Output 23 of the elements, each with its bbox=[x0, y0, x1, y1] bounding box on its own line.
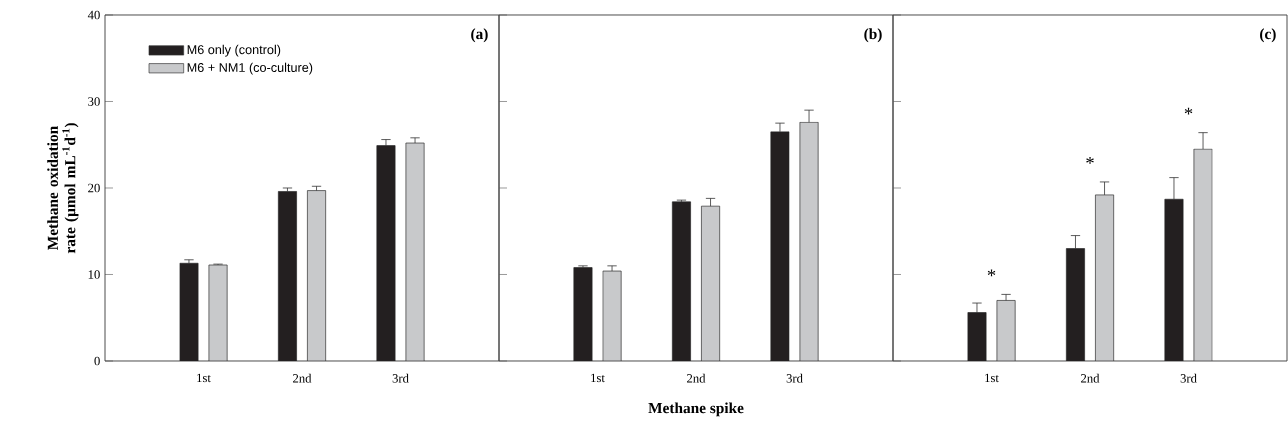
x-tick-label: 1st bbox=[591, 373, 605, 383]
x-tick-label: 3rd bbox=[392, 373, 409, 383]
text: (c) bbox=[1260, 28, 1276, 43]
y-tick-label: 30 bbox=[88, 97, 100, 106]
text: (b) bbox=[864, 28, 882, 43]
annotation: * bbox=[987, 269, 996, 277]
annotation: * bbox=[1184, 107, 1193, 115]
x-tick-label: 2nd bbox=[293, 373, 312, 383]
x-tick-label: 1st bbox=[197, 373, 211, 383]
x-tick-label: 2nd bbox=[1081, 373, 1100, 383]
text: (a) bbox=[471, 28, 488, 43]
y-tick-label: 20 bbox=[88, 183, 100, 193]
legend-label: M6 only (control) bbox=[187, 44, 281, 57]
legend-label: M6 + NM1 (co-culture) bbox=[187, 62, 313, 75]
x-tick-label: 2nd bbox=[687, 373, 706, 383]
y-tick-label: 0 bbox=[94, 356, 100, 366]
annotation: * bbox=[1086, 157, 1094, 164]
x-tick-label: 1st bbox=[985, 373, 999, 383]
y-tick-label: 40 bbox=[87, 10, 100, 20]
x-axis-title: Methane spike bbox=[648, 402, 744, 417]
x-tick-label: 3rd bbox=[1180, 373, 1197, 383]
y-tick-label: 10 bbox=[88, 270, 100, 279]
x-tick-label: 3rd bbox=[786, 373, 803, 383]
